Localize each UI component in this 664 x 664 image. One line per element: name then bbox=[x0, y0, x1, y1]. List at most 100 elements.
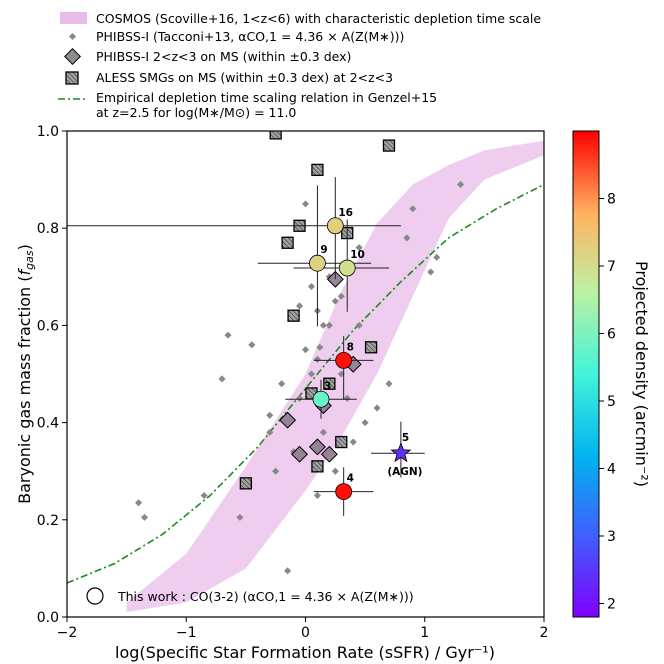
aless-point bbox=[335, 435, 348, 449]
colorbar-tick-label: 8 bbox=[607, 192, 616, 208]
point-label-16: 16 bbox=[338, 207, 353, 219]
phibss-all-point bbox=[307, 370, 315, 378]
legend-label-aless: ALESS SMGs on MS (within ±0.3 dex) at 2<… bbox=[96, 70, 393, 85]
phibss-all-point bbox=[427, 268, 435, 276]
phibss-all-point bbox=[200, 491, 208, 500]
x-axis-title: log(Specific Star Formation Rate (sSFR) … bbox=[115, 643, 495, 662]
this-work-point-9 bbox=[309, 254, 326, 272]
colorbar bbox=[572, 130, 600, 618]
phibss-all-point bbox=[224, 331, 232, 339]
phibss-all-point bbox=[313, 355, 321, 363]
phibss-all-point bbox=[140, 513, 149, 521]
phibss-all-point bbox=[385, 380, 393, 388]
phibss-ms-point bbox=[320, 445, 338, 463]
phibss-all-point bbox=[456, 180, 465, 188]
x-tick-label: 2 bbox=[540, 625, 549, 641]
y-tick-label: 0.8 bbox=[37, 221, 59, 237]
phibss-all-point bbox=[361, 419, 369, 427]
phibss-all-point bbox=[248, 341, 256, 349]
phibss-all-point bbox=[301, 346, 310, 354]
legend-marker-aless bbox=[65, 71, 79, 85]
x-tick-label: −1 bbox=[176, 625, 197, 641]
legend-label-phibss-ms: PHIBSS-I 2<z<3 on MS (within ±0.3 dex) bbox=[96, 49, 351, 64]
colorbar-title: Projected density (arcmin⁻²) bbox=[632, 261, 651, 487]
this-work-point-4 bbox=[335, 483, 353, 501]
phibss-all-point bbox=[319, 428, 327, 436]
aless-point bbox=[239, 477, 253, 490]
phibss-all-point bbox=[316, 343, 324, 351]
phibss-all-point bbox=[301, 200, 310, 208]
aless-point bbox=[364, 341, 378, 354]
this-work-point-10 bbox=[338, 259, 356, 277]
colorbar-tick-label: 4 bbox=[607, 462, 616, 478]
aless-point bbox=[281, 236, 294, 249]
phibss-all-point bbox=[313, 491, 321, 500]
legend-swatch-cosmos bbox=[60, 12, 87, 24]
phibss-all-point bbox=[278, 380, 286, 388]
phibss-ms-point bbox=[291, 445, 309, 463]
point-label-9: 9 bbox=[320, 244, 327, 256]
colorbar-tick-label: 3 bbox=[607, 529, 616, 545]
colorbar-tick-label: 6 bbox=[607, 327, 616, 343]
phibss-all-point bbox=[296, 394, 304, 402]
phibss-all-point bbox=[433, 253, 441, 261]
this-work-point-8 bbox=[335, 351, 353, 369]
phibss-all-point bbox=[284, 567, 292, 575]
colorbar-tick-label: 7 bbox=[607, 259, 616, 275]
point-label-5: 5 bbox=[402, 432, 409, 444]
phibss-all-point bbox=[337, 370, 345, 378]
y-tick-label: 0.6 bbox=[37, 318, 59, 334]
phibss-all-point bbox=[349, 438, 357, 446]
point-label-4: 4 bbox=[347, 473, 354, 485]
legend-label-this-work: This work : CO(3-2) (αCO,1 = 4.36 × A(Z(… bbox=[117, 589, 414, 604]
phibss-all-point bbox=[272, 467, 280, 475]
phibss-all-point bbox=[343, 394, 351, 402]
phibss-ms-point bbox=[308, 438, 326, 456]
this-work-point-3 bbox=[312, 390, 330, 408]
phibss-all-point bbox=[319, 321, 327, 329]
x-tick-label: −2 bbox=[57, 625, 78, 641]
y-tick-label: 0.0 bbox=[37, 610, 59, 626]
legend-label-genzel-1: Empirical depletion time scaling relatio… bbox=[96, 90, 437, 105]
phibss-all-point bbox=[409, 205, 417, 213]
phibss-all-point bbox=[307, 282, 315, 291]
cosmos-band bbox=[126, 140, 544, 613]
phibss-all-point bbox=[331, 467, 339, 475]
phibss-all-point bbox=[355, 321, 363, 329]
legend-marker-phibss-ms bbox=[64, 48, 81, 65]
aless-point bbox=[382, 139, 396, 152]
phibss-all-point bbox=[403, 234, 411, 242]
y-axis-title: Baryonic gas mass fraction (fgas) bbox=[15, 244, 36, 504]
legend: COSMOS (Scoville+16, 1<z<6) with charact… bbox=[58, 11, 541, 605]
y-tick-label: 0.4 bbox=[37, 416, 59, 432]
aless-point bbox=[311, 460, 324, 473]
legend-label-phibss-all: PHIBSS-I (Tacconi+13, αCO,1 = 4.36 × A(Z… bbox=[96, 29, 404, 44]
legend-marker-this-work bbox=[86, 587, 104, 605]
x-tick-label: 1 bbox=[420, 625, 429, 641]
phibss-all-point bbox=[337, 292, 345, 300]
phibss-all-point bbox=[325, 321, 333, 329]
colorbar-tick-label: 2 bbox=[607, 597, 616, 613]
phibss-all-point bbox=[296, 302, 304, 310]
legend-label-genzel-2: at z=2.5 for log(M∗/M⊙) = 11.0 bbox=[96, 105, 296, 120]
y-tick-label: 1.0 bbox=[37, 124, 59, 140]
phibss-ms-point bbox=[279, 411, 297, 429]
agn-star-point bbox=[390, 442, 412, 463]
agn-tag-label: (AGN) bbox=[387, 466, 422, 478]
legend-marker-phibss-all bbox=[68, 32, 77, 41]
colorbar-tick-label: 5 bbox=[607, 394, 616, 410]
phibss-all-point bbox=[218, 375, 226, 383]
phibss-all-point bbox=[373, 404, 381, 412]
point-label-8: 8 bbox=[347, 341, 354, 353]
point-label-10: 10 bbox=[350, 249, 365, 261]
this-work-point-16 bbox=[326, 217, 344, 235]
aless-point bbox=[287, 309, 300, 322]
phibss-all-point bbox=[331, 297, 339, 305]
phibss-all-point bbox=[135, 499, 143, 507]
phibss-all-point bbox=[266, 411, 274, 419]
legend-label-cosmos: COSMOS (Scoville+16, 1<z<6) with charact… bbox=[96, 11, 541, 26]
aless-point bbox=[323, 377, 336, 390]
aless-point bbox=[269, 131, 282, 140]
aless-point bbox=[311, 163, 324, 177]
